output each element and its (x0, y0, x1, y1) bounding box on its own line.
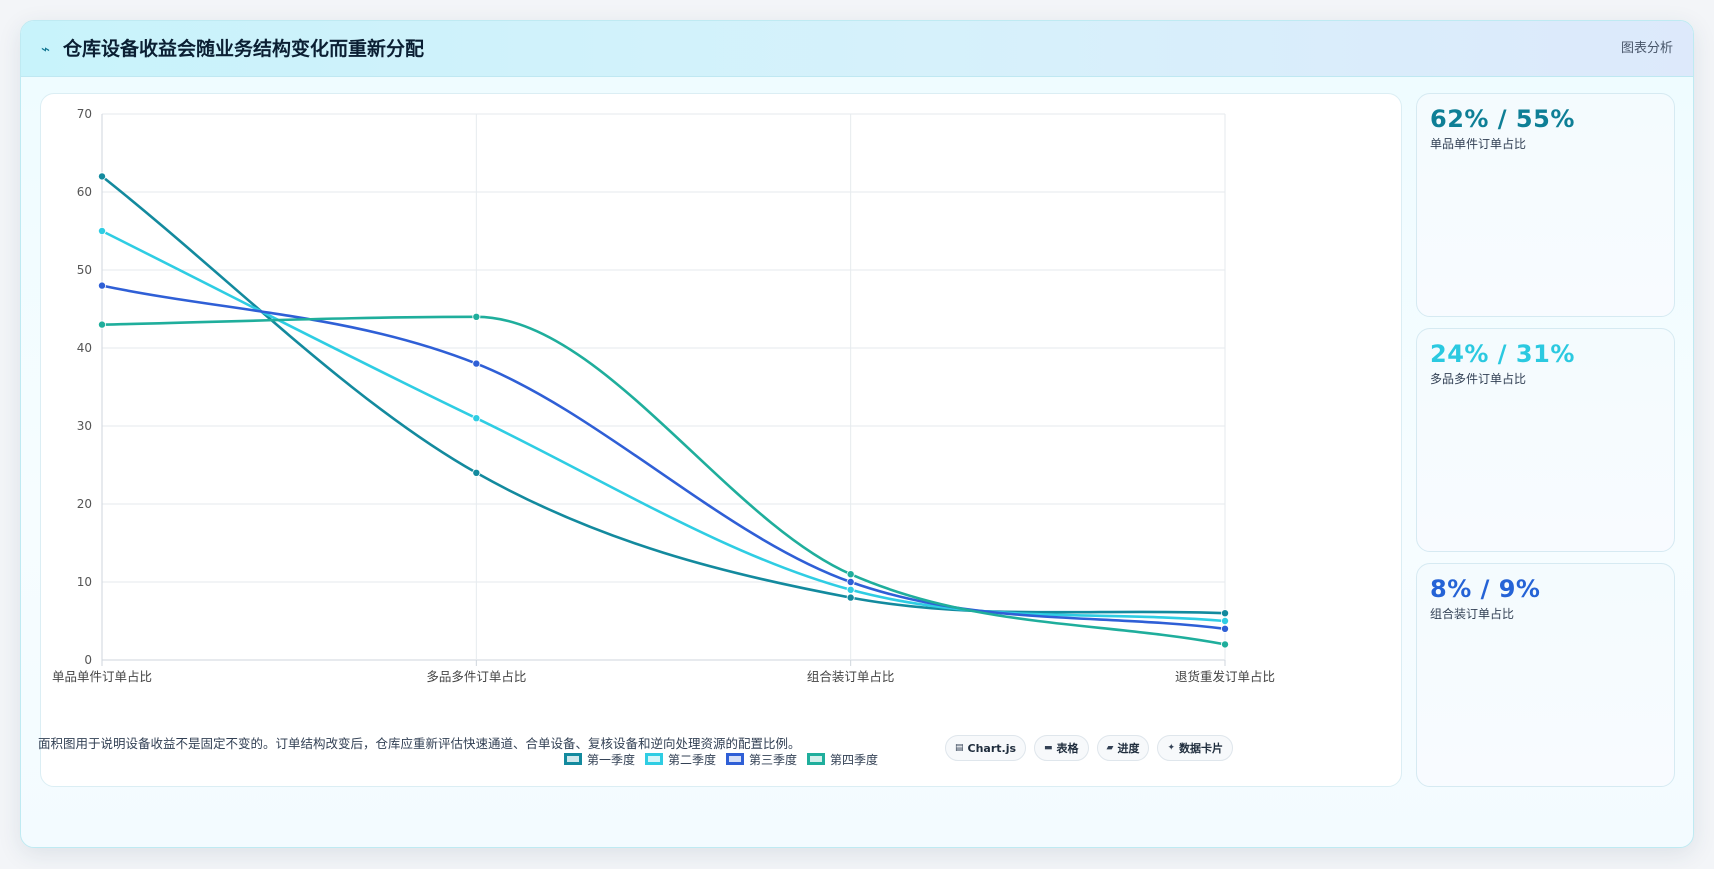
stat-label: 单品单件订单占比 (1430, 137, 1527, 151)
legend-swatch (726, 753, 744, 765)
legend-item[interactable]: 第四季度 (807, 750, 878, 768)
legend-label: 第四季度 (830, 752, 879, 767)
y-tick-label: 60 (77, 185, 92, 199)
series-line (101, 229, 1226, 623)
data-point (98, 281, 107, 290)
data-point (1221, 624, 1230, 633)
pill-table[interactable]: ▬ 表格 (1034, 735, 1089, 761)
stat-cards: 62% / 55% 单品单件订单占比 24% / 31% 多品多件订单占比 8%… (1416, 93, 1675, 798)
data-point (846, 593, 855, 602)
data-point (1221, 617, 1230, 626)
y-tick-label: 10 (77, 575, 92, 589)
pill-label: 进度 (1117, 742, 1140, 755)
pill-chartjs[interactable]: ▤ Chart.js (945, 735, 1027, 761)
card-icon: ✦ (1167, 743, 1176, 753)
legend-item[interactable]: 第三季度 (726, 750, 797, 768)
x-tick-label: 多品多件订单占比 (426, 669, 526, 684)
series-line (101, 315, 1226, 646)
progress-icon: ▰ (1106, 743, 1114, 753)
bolt-icon: ⌁ (41, 40, 51, 58)
legend-swatch (807, 753, 826, 765)
pill-label: 表格 (1056, 742, 1079, 755)
data-point (98, 226, 107, 235)
panel-title: 仓库设备收益会随业务结构变化而重新分配 (63, 38, 425, 60)
stat-value: 8% / 9% (1430, 575, 1541, 603)
y-tick-label: 50 (77, 263, 92, 277)
stat-value: 24% / 31% (1430, 340, 1575, 368)
pill-label: Chart.js (967, 741, 1017, 755)
x-tick-label: 退货重发订单占比 (1175, 669, 1275, 684)
view-pills: ▤ Chart.js ▬ 表格 ▰ 进度 ✦ 数据卡片 (945, 735, 1234, 761)
stat-label: 组合装订单占比 (1430, 607, 1515, 621)
y-tick-label: 20 (77, 497, 92, 511)
y-tick-label: 0 (84, 653, 92, 667)
legend-item[interactable]: 第一季度 (563, 750, 635, 768)
pill-label: 数据卡片 (1179, 742, 1224, 755)
footer-note: 面积图用于说明设备收益不是固定不变的。订单结构改变后，仓库应重新评估快速通道、合… (38, 736, 801, 751)
y-tick-label: 30 (77, 419, 92, 433)
series-line (101, 284, 1226, 631)
data-point (846, 570, 855, 579)
data-point (472, 312, 481, 321)
data-point (472, 359, 481, 368)
legend-swatch (563, 753, 582, 765)
chart-card: 0 10 20 30 40 50 60 70 单品单件订单占比 多品多件订单占比 组合装订单占比 退货… (40, 93, 1402, 787)
data-point (98, 172, 107, 181)
data-point (846, 577, 855, 586)
data-point (1221, 609, 1230, 618)
stat-value: 62% / 55% (1430, 105, 1575, 133)
legend-label: 第二季度 (667, 752, 716, 767)
chart-panel: ⌁ 仓库设备收益会随业务结构变化而重新分配 图表分析 0 10 20 30 40 50 60… (20, 20, 1694, 848)
chart-icon: ▤ (955, 743, 964, 753)
pill-progress[interactable]: ▰ 进度 (1096, 735, 1150, 761)
stat-card: 24% / 31% 多品多件订单占比 (1416, 328, 1675, 552)
legend-label: 第三季度 (749, 752, 798, 767)
series-line (101, 175, 1226, 615)
y-tick-label: 40 (77, 341, 92, 355)
pill-data-cards[interactable]: ✦ 数据卡片 (1157, 735, 1234, 761)
panel-header: ⌁ 仓库设备收益会随业务结构变化而重新分配 图表分析 (21, 21, 1693, 77)
stat-card: 8% / 9% 组合装订单占比 (1416, 563, 1675, 787)
x-tick-label: 组合装订单占比 (807, 669, 895, 684)
panel-tag: 图表分析 (1620, 41, 1673, 56)
line-chart: 0 10 20 30 40 50 60 70 单品单件订单占比 多品多件订单占比 组合装订单占比 退货… (52, 107, 1275, 684)
data-point (98, 320, 107, 329)
stat-card: 62% / 55% 单品单件订单占比 (1416, 93, 1675, 317)
chart-legend: 第一季度 第二季度 第三季度 第四季度 (41, 750, 1401, 768)
legend-label: 第一季度 (586, 752, 635, 767)
data-point (846, 585, 855, 594)
table-icon: ▬ (1044, 743, 1053, 753)
legend-swatch (644, 753, 663, 765)
y-tick-label: 70 (77, 107, 92, 121)
stat-label: 多品多件订单占比 (1430, 372, 1527, 386)
data-point (1221, 640, 1230, 649)
legend-item[interactable]: 第二季度 (644, 750, 716, 768)
data-point (472, 468, 481, 477)
data-point (472, 414, 481, 423)
x-tick-label: 单品单件订单占比 (52, 669, 152, 684)
